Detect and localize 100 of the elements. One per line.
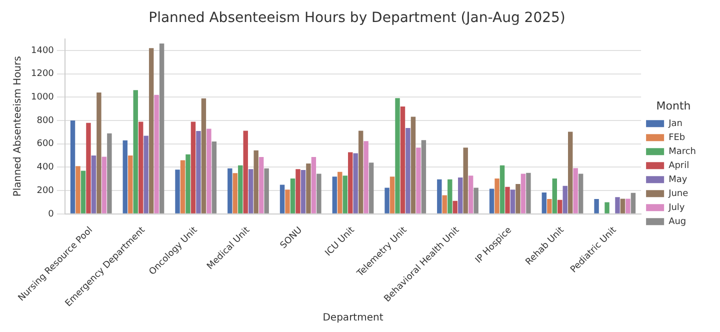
bar [626,198,630,214]
bar [448,179,452,214]
bar [196,131,201,214]
bar [80,170,86,214]
y-tick-label: 600 [36,139,54,150]
legend-title: Month [656,99,691,112]
bar [421,140,426,214]
y-tick-label: 0 [48,209,54,220]
bar [332,176,338,214]
bar [76,166,80,214]
bar [558,200,562,214]
bar [306,164,311,214]
bar [520,174,526,214]
bar [368,162,374,214]
legend-label: March [668,146,696,157]
bar [395,98,400,214]
bar [285,190,290,214]
bar [258,156,264,214]
bar [70,120,76,214]
bar [254,150,258,214]
bar [620,198,626,214]
y-tick-label: 1400 [31,46,54,56]
bar [516,184,520,214]
x-axis-title: Department [322,312,384,324]
bar [338,172,342,214]
y-tick-label: 1200 [31,69,54,80]
bar [458,178,463,214]
bar [615,197,620,214]
legend-label: April [668,160,690,171]
bar [468,176,474,214]
bar [180,160,186,214]
bar [358,130,364,214]
bar [154,94,159,214]
bar [138,122,144,214]
bar [510,190,516,214]
y-tick-label: 800 [36,116,54,126]
bar [463,148,468,214]
bar [348,152,353,214]
legend-label: May [668,174,688,185]
legend-label: Aug [668,216,686,227]
bar [410,116,416,214]
bar [594,198,599,214]
bar [159,43,164,214]
bar [390,176,395,214]
bar [353,153,358,214]
bar [232,173,238,214]
bar [562,186,568,214]
bar [264,168,269,214]
bar [526,172,531,214]
bar [206,128,212,214]
bar [452,200,458,214]
bar [573,168,578,214]
legend-label: June [668,188,689,199]
bar [364,141,368,214]
bar [186,154,190,214]
bar [228,168,232,214]
bar [630,192,636,214]
bar [474,188,478,214]
bar [494,178,500,214]
y-tick-label: 200 [36,186,54,196]
bar [280,184,285,214]
bar [133,90,138,214]
bar [243,130,248,214]
bar [201,98,206,214]
chart-title: Planned Absenteeism Hours by Department (Jan-Aug 2025) [148,10,566,26]
bar [400,106,406,214]
bar [128,156,133,214]
bar [300,170,306,214]
bar [604,202,610,214]
bar [290,178,296,214]
bar [578,174,584,214]
bar [384,188,390,214]
bar [406,128,410,214]
bar [500,165,505,214]
y-tick-label: 1000 [31,92,54,103]
bar [416,148,421,214]
bar [442,195,448,214]
bar [122,140,128,214]
bar [437,179,442,214]
bar [96,92,102,214]
legend-label: FEb [668,132,686,143]
bar [107,133,112,214]
bar [91,156,96,214]
bar [296,169,300,214]
bar [311,156,316,214]
bar [342,176,348,214]
bar [86,122,91,214]
bar [547,198,552,214]
bar [102,156,107,214]
y-axis-title: Planned Absenteeism Hours [12,56,24,197]
legend-label: July [668,202,686,213]
x-tick-label: ICU Unit [324,225,358,258]
bar [144,136,148,214]
bar [542,192,547,214]
bar [568,132,573,214]
bar [505,186,510,214]
bar [552,178,557,214]
legend-label: Jan [668,118,682,129]
bar [316,174,322,214]
bar [248,169,254,214]
